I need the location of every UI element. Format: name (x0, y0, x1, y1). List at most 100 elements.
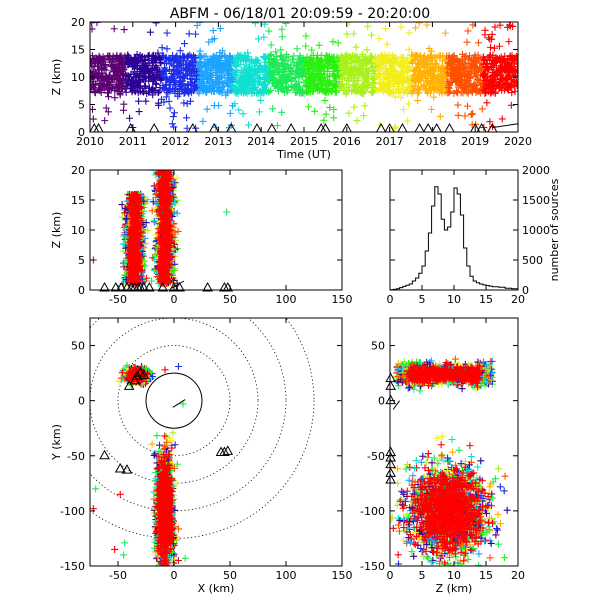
source-marker (204, 59, 212, 67)
source-marker (158, 70, 166, 78)
source-marker (142, 97, 150, 105)
source-marker (140, 197, 148, 205)
source-marker (292, 88, 300, 96)
source-marker (173, 63, 181, 71)
source-marker (270, 82, 278, 90)
source-marker (203, 75, 211, 83)
time-height-ytick-label: 15 (71, 44, 85, 57)
source-marker (90, 58, 96, 66)
source-marker (356, 68, 364, 76)
source-marker (114, 68, 122, 76)
source-marker (494, 67, 502, 75)
source-marker (256, 63, 264, 71)
source-marker (306, 57, 314, 65)
source-marker (180, 75, 188, 83)
source-marker (120, 100, 128, 108)
source-marker (513, 82, 518, 90)
source-marker (120, 106, 128, 114)
source-marker (195, 89, 203, 97)
source-marker (329, 56, 337, 64)
source-marker (420, 82, 428, 90)
source-marker (426, 81, 434, 89)
source-marker (146, 28, 154, 36)
source-marker (240, 53, 248, 61)
source-marker (208, 77, 216, 85)
source-marker (436, 52, 444, 60)
source-marker (405, 46, 413, 54)
figure-title: ABFM - 06/18/01 20:09:59 - 20:20:00 (170, 6, 430, 22)
source-marker (438, 72, 446, 80)
source-marker (463, 38, 471, 46)
source-marker (377, 74, 385, 82)
source-marker (158, 44, 166, 52)
source-marker (129, 237, 137, 245)
panels-group: 2010 2011 2012 2013 2014 2015 2016 2017 2018 2019… (50, 16, 561, 595)
source-marker (142, 65, 150, 73)
source-marker (96, 80, 104, 88)
source-marker (416, 75, 424, 83)
source-marker (145, 51, 153, 59)
time-height-ytick-label: 20 (71, 16, 85, 29)
source-marker (336, 60, 344, 68)
source-marker (166, 81, 174, 89)
source-marker (260, 87, 268, 95)
source-marker (115, 57, 123, 65)
source-marker (125, 241, 133, 249)
source-marker (237, 69, 245, 77)
source-marker (106, 52, 114, 60)
source-marker (406, 54, 414, 62)
source-marker (197, 68, 205, 76)
source-marker (304, 87, 312, 95)
source-marker (359, 50, 367, 58)
source-marker (251, 84, 259, 92)
source-marker (428, 47, 436, 55)
source-marker (475, 87, 483, 95)
source-marker (156, 58, 164, 66)
source-marker (344, 87, 352, 95)
source-marker (248, 56, 256, 64)
source-marker (381, 84, 389, 92)
source-marker (507, 101, 515, 109)
source-marker (489, 63, 497, 71)
source-marker (190, 85, 198, 93)
source-marker (165, 97, 173, 105)
source-marker (183, 71, 191, 79)
source-marker (426, 60, 434, 68)
source-marker (489, 83, 497, 91)
source-marker (261, 22, 269, 28)
source-marker (278, 108, 286, 116)
source-marker (170, 109, 178, 117)
source-marker (303, 83, 311, 91)
source-marker (171, 78, 179, 86)
source-marker (261, 65, 269, 73)
source-marker (222, 59, 230, 67)
source-marker (467, 111, 475, 119)
source-marker (130, 272, 138, 280)
source-marker (422, 87, 430, 95)
source-marker (345, 109, 353, 117)
source-marker (374, 53, 382, 61)
source-marker (513, 54, 518, 62)
source-marker (282, 51, 290, 59)
source-marker (161, 55, 169, 63)
source-marker (260, 76, 268, 84)
source-marker (293, 45, 301, 53)
source-marker (152, 22, 160, 27)
source-marker (402, 87, 410, 95)
source-marker (190, 65, 198, 73)
source-marker (255, 108, 263, 116)
source-marker (281, 88, 289, 96)
source-marker (105, 71, 113, 79)
source-marker (295, 59, 303, 67)
source-marker (423, 55, 431, 63)
source-marker (125, 75, 133, 83)
source-marker (486, 118, 494, 126)
station-marker (444, 122, 455, 133)
source-marker (220, 51, 228, 59)
source-marker (122, 215, 130, 223)
source-marker (130, 86, 138, 94)
source-marker (363, 69, 371, 77)
source-marker (223, 67, 231, 75)
